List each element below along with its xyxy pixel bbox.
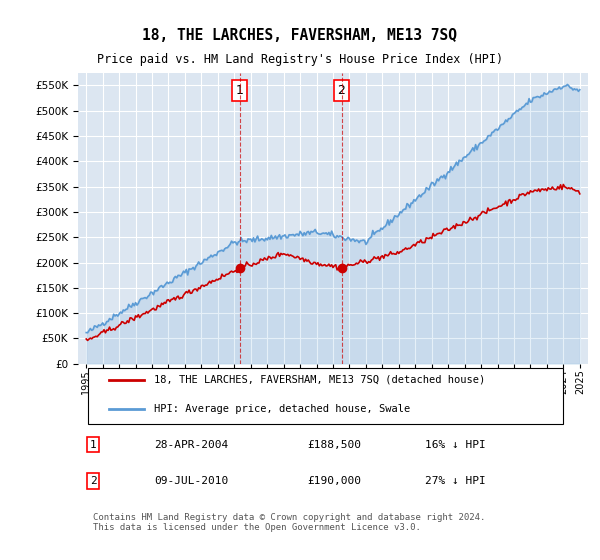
- FancyBboxPatch shape: [88, 368, 563, 424]
- Text: 16% ↓ HPI: 16% ↓ HPI: [425, 440, 485, 450]
- Text: 18, THE LARCHES, FAVERSHAM, ME13 7SQ: 18, THE LARCHES, FAVERSHAM, ME13 7SQ: [143, 28, 458, 43]
- Text: 1: 1: [236, 84, 244, 97]
- Text: 09-JUL-2010: 09-JUL-2010: [155, 476, 229, 486]
- Text: Contains HM Land Registry data © Crown copyright and database right 2024.
This d: Contains HM Land Registry data © Crown c…: [94, 513, 485, 532]
- Text: 27% ↓ HPI: 27% ↓ HPI: [425, 476, 485, 486]
- Text: 2: 2: [90, 476, 97, 486]
- Text: 1: 1: [90, 440, 97, 450]
- Text: £188,500: £188,500: [308, 440, 361, 450]
- Text: 18, THE LARCHES, FAVERSHAM, ME13 7SQ (detached house): 18, THE LARCHES, FAVERSHAM, ME13 7SQ (de…: [155, 375, 486, 385]
- Text: 28-APR-2004: 28-APR-2004: [155, 440, 229, 450]
- Text: 2: 2: [338, 84, 346, 97]
- Text: £190,000: £190,000: [308, 476, 361, 486]
- Text: HPI: Average price, detached house, Swale: HPI: Average price, detached house, Swal…: [155, 404, 411, 414]
- Text: Price paid vs. HM Land Registry's House Price Index (HPI): Price paid vs. HM Land Registry's House …: [97, 53, 503, 66]
